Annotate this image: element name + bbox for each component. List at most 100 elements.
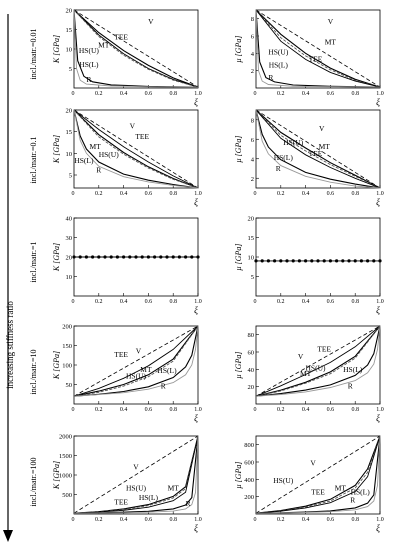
y-axis-label: μ [GPa] xyxy=(234,136,243,164)
x-origin-label: 0 xyxy=(72,517,75,523)
series-line-mt xyxy=(73,325,199,397)
curve-label: TEE xyxy=(114,350,128,359)
x-origin-label: 0 xyxy=(254,91,257,97)
data-point xyxy=(260,259,264,263)
data-point xyxy=(171,255,175,259)
series-line-hsu xyxy=(255,325,381,397)
curve-label: HS(U) xyxy=(283,138,304,147)
row-label-4: incl./matr.=100 xyxy=(29,458,38,507)
x-tick-label: 0.6 xyxy=(327,191,335,197)
curve-label: MT xyxy=(168,484,180,493)
y-tick-label: 600 xyxy=(244,460,254,467)
series-line-v xyxy=(73,435,199,514)
row-label-0: incl./matr.=0.01 xyxy=(29,29,38,80)
y-tick-label: 8 xyxy=(251,117,254,124)
series-line-hsu xyxy=(255,109,381,189)
y-tick-label: 5 xyxy=(69,66,72,73)
curve-label: HS(U) xyxy=(126,371,147,380)
x-tick-label: 0.2 xyxy=(95,191,103,197)
x-origin-label: 0 xyxy=(72,407,75,413)
series-line-mt xyxy=(255,325,381,397)
curve-label: MT xyxy=(300,369,312,378)
x-origin-label: 0 xyxy=(254,299,257,305)
x-origin-label: 0 xyxy=(72,91,75,97)
data-point xyxy=(146,255,150,259)
plot-frame xyxy=(255,109,381,189)
x-axis-label: ξ xyxy=(376,523,380,533)
curve-label: HS(L) xyxy=(269,61,289,70)
panel-r1-c1: 2 4 6 8 0.2 0.4 0.6 0.8 1.0 0 μ [GPa] ξ V MT HS(U) TEE H… xyxy=(234,109,384,207)
y-tick-label: 5 xyxy=(69,173,72,180)
data-point xyxy=(322,259,326,263)
x-origin-label: 0 xyxy=(72,299,75,305)
series-line-tee xyxy=(255,435,381,514)
row-labels: incl./matr.=0.01 incl./matr.=0.1 incl./mat… xyxy=(29,29,38,507)
curve-label: TEE xyxy=(114,33,128,42)
curve-label: HS(U) xyxy=(79,46,100,55)
series-line-v xyxy=(255,325,381,397)
x-tick-label: 0.2 xyxy=(277,407,285,413)
data-point xyxy=(97,255,101,259)
panel-r3-c0: 50 100 150 200 0.2 0.4 0.6 0.8 1.0 0 K [GPa] ξ TEE V M… xyxy=(52,324,202,424)
data-point xyxy=(335,259,339,263)
data-point xyxy=(153,255,157,259)
data-point xyxy=(316,259,320,263)
x-tick-label: 1.0 xyxy=(194,299,202,305)
data-point xyxy=(285,259,289,263)
y-tick-label: 10 xyxy=(66,274,73,281)
x-origin-label: 0 xyxy=(254,407,257,413)
curve-label: TEE xyxy=(114,498,128,507)
y-axis-label: K [GPa] xyxy=(52,35,61,64)
x-origin-label: 0 xyxy=(254,191,257,197)
data-point xyxy=(122,255,126,259)
data-point xyxy=(378,259,382,263)
y-tick-label: 200 xyxy=(62,324,72,331)
x-origin-label: 0 xyxy=(254,517,257,523)
x-tick-label: 0.8 xyxy=(351,191,359,197)
y-axis-label: K [GPa] xyxy=(52,461,61,490)
y-tick-label: 8 xyxy=(251,16,254,23)
data-point xyxy=(115,255,119,259)
y-tick-label: 20 xyxy=(248,216,255,223)
plot-frame xyxy=(255,325,381,405)
x-tick-label: 0.4 xyxy=(302,517,310,523)
x-tick-label: 0.4 xyxy=(120,191,128,197)
series-line-mt xyxy=(255,9,381,88)
series-line-hsu xyxy=(73,9,199,88)
curve-label: V xyxy=(319,124,325,133)
curve-label: HS(L) xyxy=(74,156,94,165)
curve-label: MT xyxy=(140,365,152,374)
data-point xyxy=(196,255,200,259)
data-point xyxy=(372,259,376,263)
series-line-r xyxy=(73,9,199,88)
stiffness-arrow xyxy=(3,14,13,542)
series-line-tee xyxy=(73,325,199,397)
data-point xyxy=(254,259,258,263)
y-tick-label: 30 xyxy=(66,235,73,242)
curve-label: MT xyxy=(335,484,347,493)
data-point xyxy=(266,259,270,263)
x-tick-label: 0.4 xyxy=(302,407,310,413)
y-tick-label: 15 xyxy=(66,129,73,136)
series-line-hsu xyxy=(73,325,199,397)
plot-frame xyxy=(255,435,381,515)
x-tick-label: 0.6 xyxy=(145,191,153,197)
data-point xyxy=(359,259,363,263)
data-point xyxy=(291,259,295,263)
x-tick-label: 0.8 xyxy=(169,91,177,97)
curve-label: V xyxy=(148,17,154,26)
data-point xyxy=(103,255,107,259)
data-point xyxy=(353,259,357,263)
x-tick-label: 0.2 xyxy=(95,407,103,413)
curve-label: HS(L) xyxy=(79,60,99,69)
x-origin-label: 0 xyxy=(72,191,75,197)
data-point xyxy=(279,259,283,263)
series-line-v xyxy=(255,109,381,189)
series-line-hsu xyxy=(255,9,381,88)
series-line-r xyxy=(73,435,199,514)
series-line-v xyxy=(73,325,199,397)
x-tick-label: 0.2 xyxy=(95,299,103,305)
x-tick-label: 1.0 xyxy=(376,299,384,305)
